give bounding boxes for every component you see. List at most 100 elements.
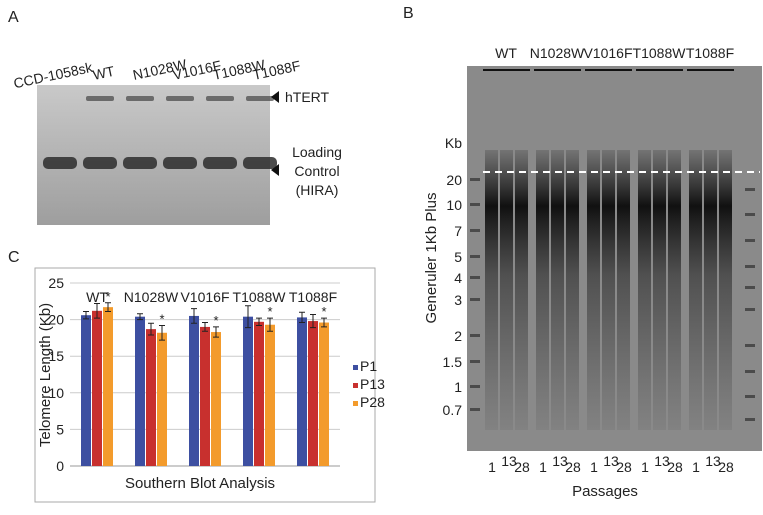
- significance-mark: *: [321, 304, 326, 319]
- lane: [587, 150, 600, 430]
- y-tick-label: 10: [48, 385, 64, 401]
- bar: [92, 310, 102, 466]
- bar: [189, 315, 199, 466]
- lane: [536, 150, 549, 430]
- y-label: Generuler 1Kb Plus: [423, 193, 440, 324]
- y-tick-label: 15: [48, 348, 64, 364]
- error-bar: [202, 322, 208, 332]
- ladder-label: 1: [454, 379, 462, 395]
- ladder-band: [470, 203, 480, 206]
- legend-label: P28: [360, 394, 385, 410]
- ladder-band: [470, 276, 480, 279]
- significance-mark: *: [105, 289, 110, 304]
- lane: [566, 150, 579, 430]
- arrow: [271, 164, 279, 176]
- y-tick-label: 25: [48, 275, 64, 291]
- lane: [500, 150, 513, 430]
- y-tick-label: 20: [48, 312, 64, 328]
- band: [243, 157, 277, 169]
- ladder-label: 10: [446, 197, 462, 213]
- group-label: T1088W: [633, 45, 687, 61]
- ladder-band: [470, 360, 480, 363]
- ladder-band: [745, 239, 755, 242]
- legend-swatch: [353, 383, 358, 388]
- arrow: [271, 91, 279, 103]
- passage-label: 1: [539, 459, 547, 475]
- band: [163, 157, 197, 169]
- ladder-band: [470, 334, 480, 337]
- error-bar: [299, 311, 305, 324]
- error-bar: [159, 324, 165, 341]
- error-bar: [256, 317, 262, 326]
- legend-label: P13: [360, 376, 385, 392]
- ladder-label: 5: [454, 249, 462, 265]
- bar: [135, 316, 145, 466]
- error-bar: [191, 308, 197, 324]
- group-label: WT: [495, 45, 517, 61]
- bands: [43, 96, 277, 169]
- error-bar: [137, 313, 143, 321]
- ladder-band: [745, 370, 755, 373]
- x-tick-label: T1088W: [233, 289, 287, 305]
- band: [126, 96, 154, 101]
- y-label: Telomere Length (Kb): [37, 303, 54, 447]
- ladder-band: [470, 298, 480, 301]
- ladder-label: 1.5: [443, 354, 463, 370]
- lane-label: WT: [91, 63, 116, 83]
- bar: [243, 316, 253, 466]
- ladder-band: [745, 265, 755, 268]
- lane: [485, 150, 498, 430]
- group-label: N1028W: [530, 45, 585, 61]
- ladder-band: [745, 213, 755, 216]
- legend-label: P1: [360, 358, 377, 374]
- y-tick-label: 5: [56, 421, 64, 437]
- ladder-band: [745, 308, 755, 311]
- band: [206, 96, 234, 101]
- band: [246, 96, 274, 101]
- y-tick-label: 0: [56, 458, 64, 474]
- passage-label: 28: [718, 459, 734, 475]
- error-bar: [148, 322, 154, 336]
- passage-label: 1: [488, 459, 496, 475]
- legend-swatch: [353, 401, 358, 406]
- passage-label: 28: [514, 459, 530, 475]
- ladder-band: [470, 255, 480, 258]
- bar: [308, 321, 318, 466]
- passage-label: 13: [603, 453, 619, 469]
- legend-swatch: [353, 365, 358, 370]
- passage-label: 1: [641, 459, 649, 475]
- lane: [638, 150, 651, 430]
- band: [86, 96, 114, 101]
- bar: [319, 322, 329, 466]
- ladder-band: [745, 395, 755, 398]
- bar: [211, 332, 221, 466]
- significance-mark: *: [267, 304, 272, 319]
- band-label: (HIRA): [296, 182, 339, 198]
- significance-mark: *: [159, 311, 164, 326]
- passage-label: 28: [667, 459, 683, 475]
- lane: [551, 150, 564, 430]
- passage-label: 1: [590, 459, 598, 475]
- ladder-band: [470, 178, 480, 181]
- x-tick-label: V1016F: [180, 289, 229, 305]
- x-label: Passages: [572, 483, 638, 500]
- passage-label: 13: [501, 453, 517, 469]
- x-label: Southern Blot Analysis: [125, 475, 275, 492]
- x-tick-label: N1028W: [124, 289, 179, 305]
- error-bar: [267, 317, 273, 332]
- group-label: V1016F: [583, 45, 632, 61]
- panel-letter: B: [403, 5, 414, 22]
- blot: [37, 85, 270, 225]
- ladder-label: 0.7: [443, 402, 463, 418]
- ladder-band: [745, 344, 755, 347]
- passage-label: 13: [705, 453, 721, 469]
- lane: [719, 150, 732, 430]
- bar: [265, 324, 275, 466]
- bar: [254, 321, 264, 466]
- ladder-label: 20: [446, 172, 462, 188]
- error-bar: [321, 317, 327, 328]
- lane: [653, 150, 666, 430]
- lanes: [470, 150, 755, 430]
- ladder-label: 3: [454, 292, 462, 308]
- lane: [689, 150, 702, 430]
